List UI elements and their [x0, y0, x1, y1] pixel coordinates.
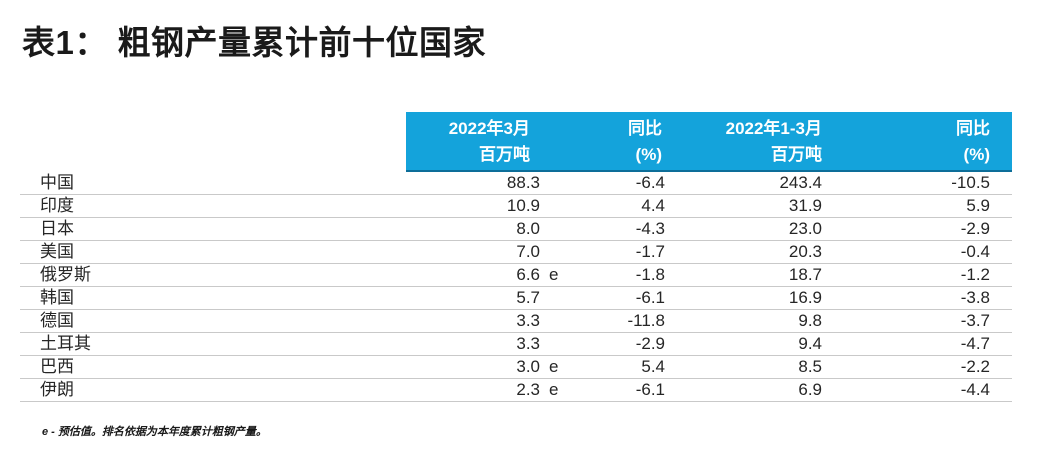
country-cell: 德国 — [40, 311, 74, 330]
estimate-flag — [540, 287, 575, 309]
table-row-brazil: 巴西 3.0 e 5.4 8.5 -2.2 — [20, 356, 1012, 379]
estimate-flag: e — [549, 380, 559, 399]
mar-yoy-cell: 5.4 — [641, 357, 665, 376]
header-mar-production-period: 2022年3月 — [448, 119, 530, 138]
row-right-pad — [990, 264, 1012, 286]
q1-yoy-cell: -2.2 — [960, 357, 990, 376]
mar-production-cell: 10.9 — [506, 196, 540, 215]
q1-production-cell: 23.0 — [788, 219, 822, 238]
table-body: 中国 88.3 -6.4 243.4 -10.5 印度 10.9 4.4 31.… — [20, 172, 1012, 402]
estimate-flag — [540, 172, 575, 194]
mar-production-cell: 88.3 — [506, 173, 540, 192]
mar-production-cell: 5.7 — [516, 288, 540, 307]
mar-yoy-cell: -2.9 — [635, 334, 665, 353]
table-row-usa: 美国 7.0 -1.7 20.3 -0.4 — [20, 241, 1012, 264]
row-right-pad — [990, 241, 1012, 263]
estimate-flag: e — [549, 357, 559, 376]
q1-yoy-cell: -10.5 — [951, 173, 990, 192]
estimate-flag — [540, 241, 575, 263]
header-q1-yoy-label: 同比 — [956, 119, 990, 138]
row-right-pad — [990, 379, 1012, 401]
country-cell: 中国 — [40, 173, 74, 192]
mar-production-cell: 6.6 — [516, 265, 540, 284]
q1-production-cell: 18.7 — [788, 265, 822, 284]
header-mar-production-unit: 百万吨 — [479, 145, 530, 164]
mar-production-cell: 7.0 — [516, 242, 540, 261]
row-right-pad — [990, 333, 1012, 355]
mar-production-cell: 3.0 — [516, 357, 540, 376]
q1-production-cell: 31.9 — [788, 196, 822, 215]
row-right-pad — [990, 356, 1012, 378]
q1-yoy-cell: -2.9 — [960, 219, 990, 238]
table-row-india: 印度 10.9 4.4 31.9 5.9 — [20, 195, 1012, 218]
country-cell: 印度 — [40, 196, 74, 215]
header-q1-yoy-unit: (%) — [963, 145, 990, 164]
estimate-flag — [540, 333, 575, 355]
header-mar-production: 2022年3月 百万吨 — [406, 116, 575, 170]
mar-yoy-cell: -6.1 — [635, 288, 665, 307]
q1-yoy-cell: -3.7 — [960, 311, 990, 330]
header-right-pad — [990, 116, 1012, 170]
q1-yoy-cell: -1.2 — [960, 265, 990, 284]
estimate-flag: e — [549, 265, 559, 284]
country-cell: 土耳其 — [40, 334, 91, 353]
estimate-footnote: e - 预估值。排名依据为本年度累计粗钢产量。 — [42, 426, 267, 438]
header-q1-yoy: 同比 (%) — [822, 116, 990, 170]
table-row-turkey: 土耳其 3.3 -2.9 9.4 -4.7 — [20, 333, 1012, 356]
table-row-germany: 德国 3.3 -11.8 9.8 -3.7 — [20, 310, 1012, 333]
table-row-japan: 日本 8.0 -4.3 23.0 -2.9 — [20, 218, 1012, 241]
estimate-flag — [540, 310, 575, 332]
header-q1-production-unit: 百万吨 — [771, 145, 822, 164]
q1-yoy-cell: 5.9 — [966, 196, 990, 215]
q1-yoy-cell: -4.7 — [960, 334, 990, 353]
q1-production-cell: 9.4 — [798, 334, 822, 353]
mar-production-cell: 8.0 — [516, 219, 540, 238]
country-cell: 伊朗 — [40, 380, 74, 399]
mar-production-cell: 3.3 — [516, 311, 540, 330]
mar-yoy-cell: -1.8 — [635, 265, 665, 284]
q1-production-cell: 6.9 — [798, 380, 822, 399]
q1-production-cell: 9.8 — [798, 311, 822, 330]
q1-yoy-cell: -3.8 — [960, 288, 990, 307]
estimate-flag — [540, 195, 575, 217]
header-q1-production-period: 2022年1-3月 — [725, 119, 822, 138]
country-cell: 俄罗斯 — [40, 265, 91, 284]
q1-production-cell: 8.5 — [798, 357, 822, 376]
header-mar-yoy-label: 同比 — [628, 119, 662, 138]
estimate-flag — [540, 218, 575, 240]
country-cell: 日本 — [40, 219, 74, 238]
q1-yoy-cell: -4.4 — [960, 380, 990, 399]
table-row-south-korea: 韩国 5.7 -6.1 16.9 -3.8 — [20, 287, 1012, 310]
table-row-russia: 俄罗斯 6.6 e -1.8 18.7 -1.2 — [20, 264, 1012, 287]
q1-yoy-cell: -0.4 — [960, 242, 990, 261]
mar-production-cell: 3.3 — [516, 334, 540, 353]
country-cell: 韩国 — [40, 288, 74, 307]
header-mar-yoy-unit: (%) — [635, 145, 662, 164]
mar-yoy-cell: -4.3 — [635, 219, 665, 238]
country-cell: 巴西 — [40, 357, 74, 376]
table-row-iran: 伊朗 2.3 e -6.1 6.9 -4.4 — [20, 379, 1012, 402]
row-right-pad — [990, 172, 1012, 194]
header-q1-production: 2022年1-3月 百万吨 — [665, 116, 822, 170]
q1-production-cell: 16.9 — [788, 288, 822, 307]
table-header: 2022年3月 百万吨 同比 (%) 2022年1-3月 百万吨 同比 (%) — [406, 112, 1012, 172]
row-right-pad — [990, 195, 1012, 217]
row-right-pad — [990, 310, 1012, 332]
row-right-pad — [990, 218, 1012, 240]
table-row-china: 中国 88.3 -6.4 243.4 -10.5 — [20, 172, 1012, 195]
country-cell: 美国 — [40, 242, 74, 261]
mar-production-cell: 2.3 — [516, 380, 540, 399]
row-right-pad — [990, 287, 1012, 309]
mar-yoy-cell: -11.8 — [627, 311, 666, 330]
q1-production-cell: 20.3 — [788, 242, 822, 261]
mar-yoy-cell: -1.7 — [635, 242, 665, 261]
mar-yoy-cell: 4.4 — [641, 196, 665, 215]
mar-yoy-cell: -6.4 — [635, 173, 665, 192]
mar-yoy-cell: -6.1 — [635, 380, 665, 399]
table-title: 表1： 粗钢产量累计前十位国家 — [22, 24, 487, 61]
header-mar-yoy: 同比 (%) — [575, 116, 665, 170]
q1-production-cell: 243.4 — [779, 173, 822, 192]
